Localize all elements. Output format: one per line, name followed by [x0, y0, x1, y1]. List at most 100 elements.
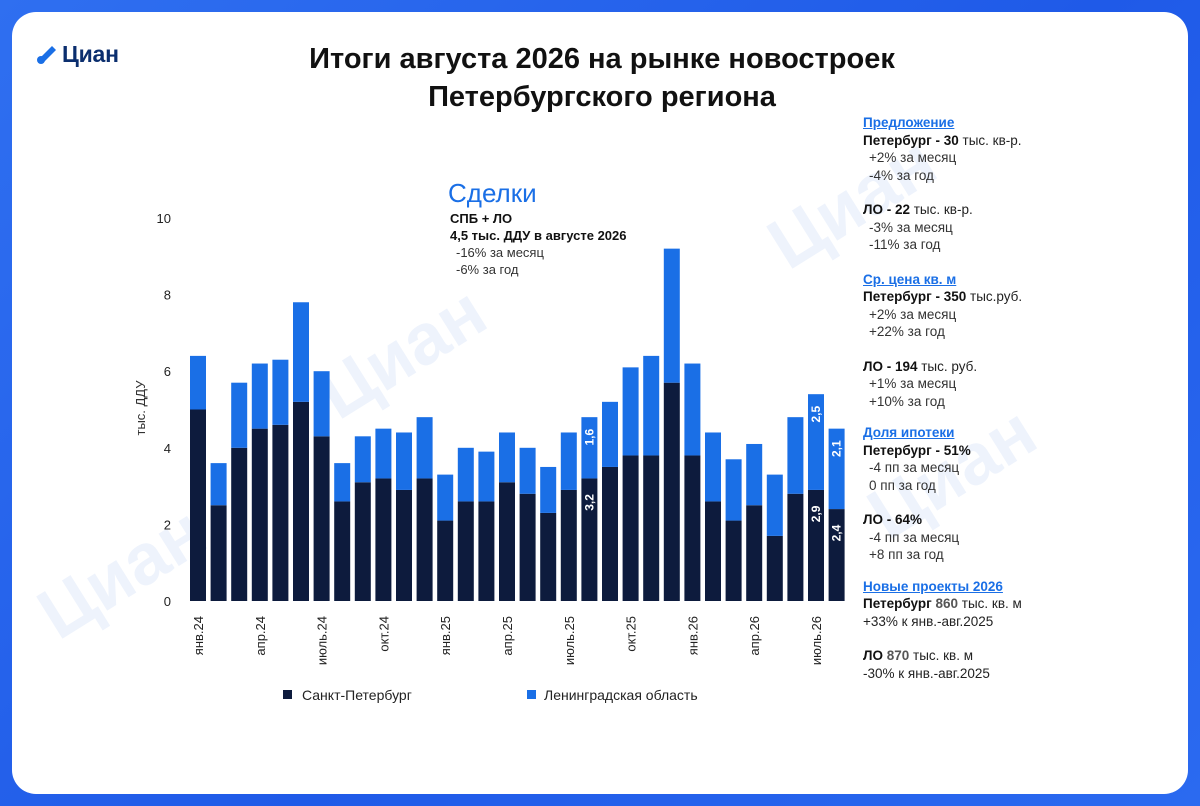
logo-text: Циан: [62, 40, 119, 67]
bar-spb: [375, 478, 392, 601]
bar-lo: [210, 463, 227, 506]
bar-lo: [231, 382, 248, 448]
bar-lo: [766, 474, 783, 536]
bar-spb: [457, 501, 474, 601]
projects-heading[interactable]: Новые проекты 2026: [863, 578, 1003, 594]
bar-lo: [437, 474, 454, 521]
x-tick-label: янв.25: [438, 616, 453, 655]
price-lo-unit: тыс. руб.: [917, 358, 978, 374]
bar-lo: [334, 463, 351, 502]
logo: Циан: [36, 39, 119, 69]
x-tick-label: июль.24: [315, 616, 330, 665]
projects-spb-unit: тыс. кв. м: [958, 596, 1022, 611]
projects-lo-change: -30% к янв.-авг.2025: [863, 665, 990, 681]
bar-spb: [766, 535, 783, 601]
x-tick-label: июль.26: [809, 616, 824, 665]
bar-spb: [808, 489, 824, 601]
bar-spb: [581, 478, 598, 601]
x-tick-label: янв.26: [685, 616, 700, 655]
annotation-line2: 4,5 тыс. ДДУ в августе 2026: [450, 228, 627, 243]
mortgage-spb-value: Петербург - 51%: [863, 442, 971, 458]
bar-spb: [293, 401, 309, 601]
bar-spb: [190, 409, 206, 601]
bar-lo: [560, 432, 577, 490]
data-labels: 3,2 1,6 2,9 2,5 2,4 2,1: [582, 406, 843, 542]
side-panel: Предложение Петербург - 30 тыс. кв-р. +2…: [863, 114, 1173, 682]
bar-lo: [684, 363, 701, 456]
bar-spb: [272, 424, 289, 601]
bar-lo: [313, 371, 330, 437]
price-spb-unit: тыс.руб.: [966, 289, 1023, 304]
projects-lo-unit: тыс. кв. м: [909, 648, 974, 663]
y-axis-label: тыс. ДДУ: [133, 380, 148, 436]
bar-lo: [808, 394, 824, 490]
x-tick-label: окт.24: [376, 616, 391, 652]
x-tick-label: апр.25: [500, 616, 515, 656]
y-tick-label: 0: [164, 594, 171, 609]
supply-spb-month: +2% за месяц: [869, 150, 957, 165]
bar-spb: [746, 505, 763, 601]
legend-swatch-lo: [527, 690, 536, 699]
bar-spb: [684, 455, 701, 601]
bar-lo: [787, 417, 804, 494]
bar-lo: [746, 443, 763, 506]
bar-spb: [313, 436, 330, 601]
bar-spb: [437, 520, 454, 601]
bar-lo: [293, 302, 309, 402]
supply-lo-unit: тыс. кв-р.: [910, 202, 973, 217]
bar-lo: [251, 363, 268, 429]
data-label: 2,9: [809, 505, 823, 522]
chart-title: Сделки: [448, 178, 537, 208]
supply-spb-unit: тыс. кв-р.: [958, 132, 1022, 148]
bar-spb: [787, 493, 804, 601]
bar-spb: [560, 489, 577, 601]
bar-lo: [581, 417, 598, 479]
bar-spb: [643, 455, 660, 601]
bar-spb: [354, 482, 371, 601]
bar-spb: [828, 509, 845, 601]
page-title-line2: Петербургского региона: [428, 81, 776, 113]
y-axis-ticks: 0 2 4 6 8 10: [157, 211, 171, 609]
data-label: 2,5: [809, 406, 823, 423]
price-heading[interactable]: Ср. цена кв. м: [863, 271, 957, 287]
deals-chart: Сделки СПБ + ЛО 4,5 тыс. ДДУ в августе 2…: [133, 178, 845, 703]
bar-spb: [231, 447, 248, 601]
bar-lo: [828, 428, 845, 510]
bar-lo: [622, 367, 639, 456]
bar-lo: [457, 447, 474, 502]
bar-spb: [396, 489, 412, 601]
supply-lo-year: -11% за год: [869, 237, 941, 252]
legend-label-spb: Санкт-Петербург: [302, 687, 412, 703]
x-tick-label: янв.24: [191, 616, 206, 655]
bar-spb: [334, 501, 351, 601]
price-spb-month: +2% за месяц: [869, 306, 957, 322]
bar-lo: [540, 466, 557, 513]
bar-lo: [190, 355, 206, 410]
price-spb-value: Петербург - 350: [863, 289, 967, 304]
supply-heading[interactable]: Предложение: [863, 115, 955, 130]
bar-lo: [272, 359, 289, 425]
mortgage-lo-value: ЛО - 64%: [863, 512, 922, 527]
data-label: 1,6: [582, 428, 596, 445]
bar-lo: [705, 432, 721, 502]
bar-spb: [478, 501, 495, 601]
bar-lo: [725, 459, 742, 521]
y-tick-label: 6: [164, 364, 171, 379]
y-tick-label: 4: [164, 441, 171, 456]
bar-spb: [499, 482, 515, 601]
mortgage-heading[interactable]: Доля ипотеки: [863, 425, 955, 440]
bar-spb: [602, 466, 618, 601]
infographic-card: Циан Итоги августа 2026 на рынке новостр…: [12, 12, 1188, 794]
price-lo-value: ЛО - 194: [863, 358, 918, 374]
projects-lo-value: 870: [882, 648, 910, 663]
projects-spb-value: 860: [931, 596, 959, 611]
price-lo-year: +10% за год: [869, 393, 945, 409]
bar-spb: [540, 512, 557, 601]
bar-spb: [210, 505, 227, 601]
page-title: Итоги августа 2026 на рынке новостроек П…: [212, 40, 992, 116]
x-tick-label: окт.25: [624, 616, 639, 652]
projects-spb-label: Петербург: [863, 596, 932, 611]
bar-spb: [251, 428, 268, 601]
mortgage-spb-month: -4 пп за месяц: [869, 460, 960, 475]
bar-lo: [499, 432, 515, 483]
